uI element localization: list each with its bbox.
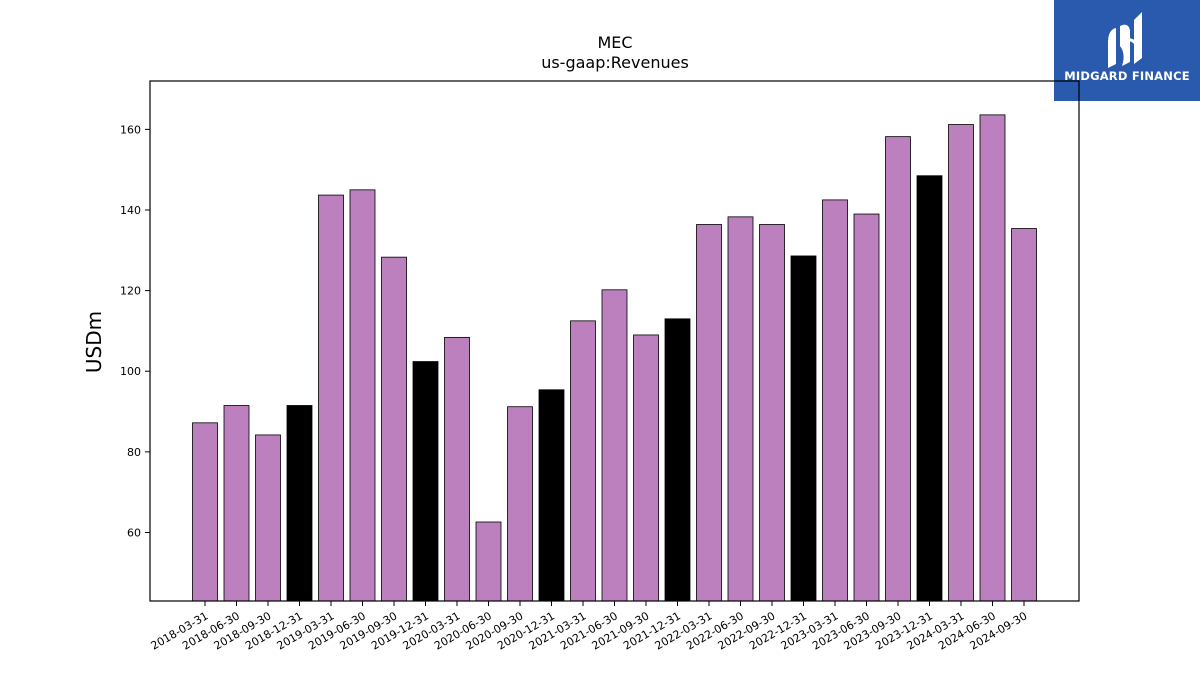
bar-2022-12-31 [790,255,817,602]
bar-2024-09-30 [1011,228,1037,602]
bar-2021-09-30 [633,334,659,602]
bar-2022-03-31 [696,224,722,602]
chart-title: MEC [597,33,632,52]
y-axis: 60 80 100 120 140 160 [120,123,150,539]
bar-2018-03-31 [192,422,218,602]
y-tick-label: 100 [120,365,141,378]
logo-text: MIDGARD FINANCE [1064,69,1190,83]
bar-2022-09-30 [759,224,785,602]
midgard-logo: MIDGARD FINANCE [1054,0,1200,101]
bar-2020-09-30 [507,406,533,602]
y-tick-label: 160 [120,123,141,136]
bar-2019-03-31 [318,194,344,602]
plot-frame [149,80,1080,602]
bar-2018-12-31 [286,405,313,602]
bar-2019-12-31 [412,361,439,602]
y-tick-label: 80 [127,446,141,459]
midgard-logo-icon [1108,12,1142,68]
bar-2019-06-30 [349,189,376,602]
bar-2024-03-31 [948,124,974,602]
bar-2023-06-30 [853,213,880,602]
y-tick-label: 120 [120,285,141,298]
chart-subtitle: us-gaap:Revenues [541,53,689,72]
bar-2023-09-30 [885,136,911,602]
bar-2021-03-31 [570,320,596,602]
y-axis-label: USDm [82,311,106,373]
bar-2024-06-30 [979,114,1006,602]
x-axis: 2018-03-312018-06-302018-09-302018-12-31… [149,601,1030,653]
bar-2023-03-31 [822,199,848,602]
bar-2018-06-30 [223,405,250,602]
bar-2020-03-31 [444,336,470,602]
bar-2021-12-31 [664,318,691,602]
bars-group [192,114,1037,602]
bar-2021-06-30 [601,289,628,602]
bar-2018-09-30 [255,434,281,602]
bar-2019-09-30 [381,256,407,602]
y-tick-label: 60 [127,526,141,539]
y-tick-label: 140 [120,204,141,217]
bar-2022-06-30 [727,216,754,602]
bar-2023-12-31 [916,175,943,602]
bar-2020-12-31 [538,389,565,602]
bar-2020-06-30 [475,521,502,602]
